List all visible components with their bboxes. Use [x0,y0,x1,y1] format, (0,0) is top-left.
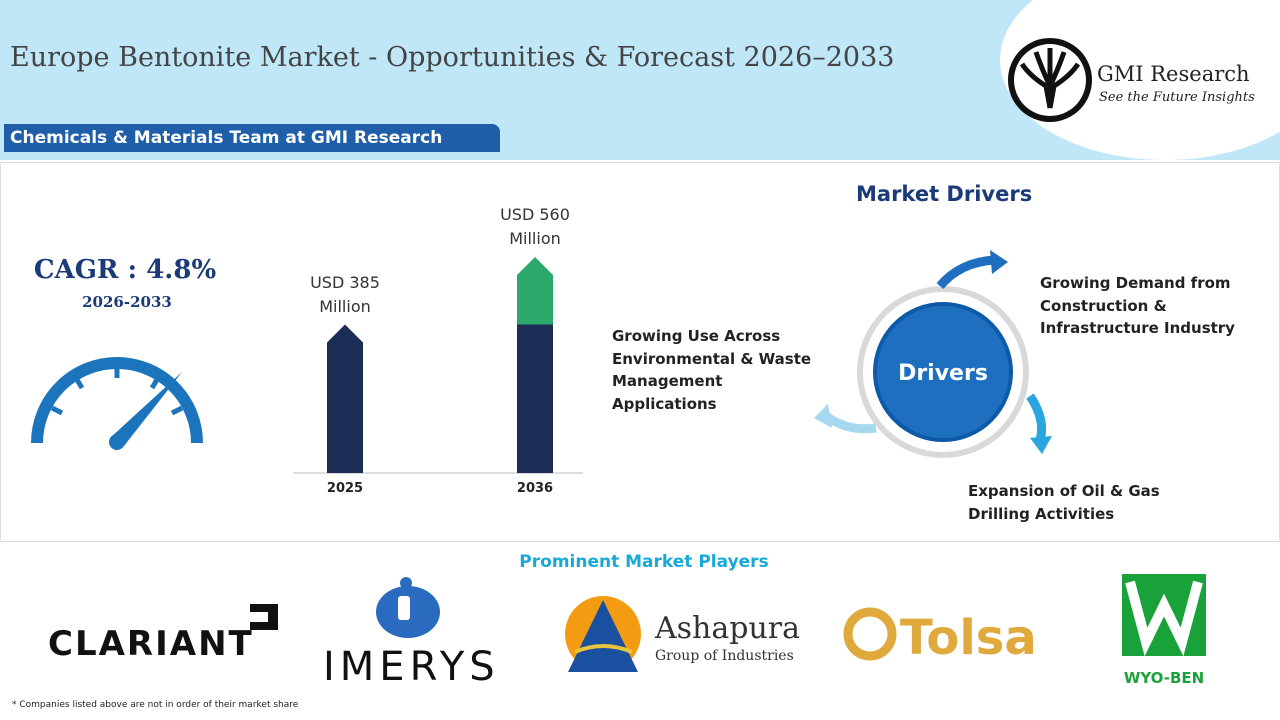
value-label: USD 560 Million [500,205,570,248]
bar [517,257,553,473]
logo-name: GMI Research [1097,62,1250,86]
drivers-title: Market Drivers [856,182,1033,206]
title: Europe Bentonite Market - Opportunities … [10,42,895,73]
gauge [31,357,203,450]
company-logo: Ashapura [654,611,800,646]
x-tick-label: 2036 [516,481,554,496]
company-logo: IMERYS [323,644,500,690]
cagr: CAGR : 4.8% [33,255,217,285]
main-panel [0,162,1280,542]
players-title: Prominent Market Players [519,552,769,572]
driver-item: Growing Demand from Construction & Infra… [1040,274,1235,337]
cagr-period: 2026-2033 [82,293,172,311]
bar [327,324,363,473]
drivers-graphic [814,250,1052,458]
team-tab: Chemicals & Materials Team at GMI Resear… [4,124,500,152]
company-logo: CLARIANT [48,624,254,664]
value-label: USD 385 Million [310,272,380,316]
driver-item: Expansion of Oil & Gas Drilling Activiti… [968,482,1160,523]
company-logo: WYO-BEN [1124,669,1204,687]
company-subtitle: Group of Industries [655,648,794,664]
player-logos [250,574,1206,672]
logo-tagline: See the Future Insights [1099,90,1255,105]
x-tick-label: 2025 [326,481,364,496]
footnote: * Companies listed above are not in orde… [12,700,299,710]
company-logo: Tolsa [900,610,1037,666]
logo-icon [1008,38,1092,122]
drivers-center: Drivers [898,361,988,386]
driver-item: Growing Use Across Environmental & Waste… [612,327,812,413]
